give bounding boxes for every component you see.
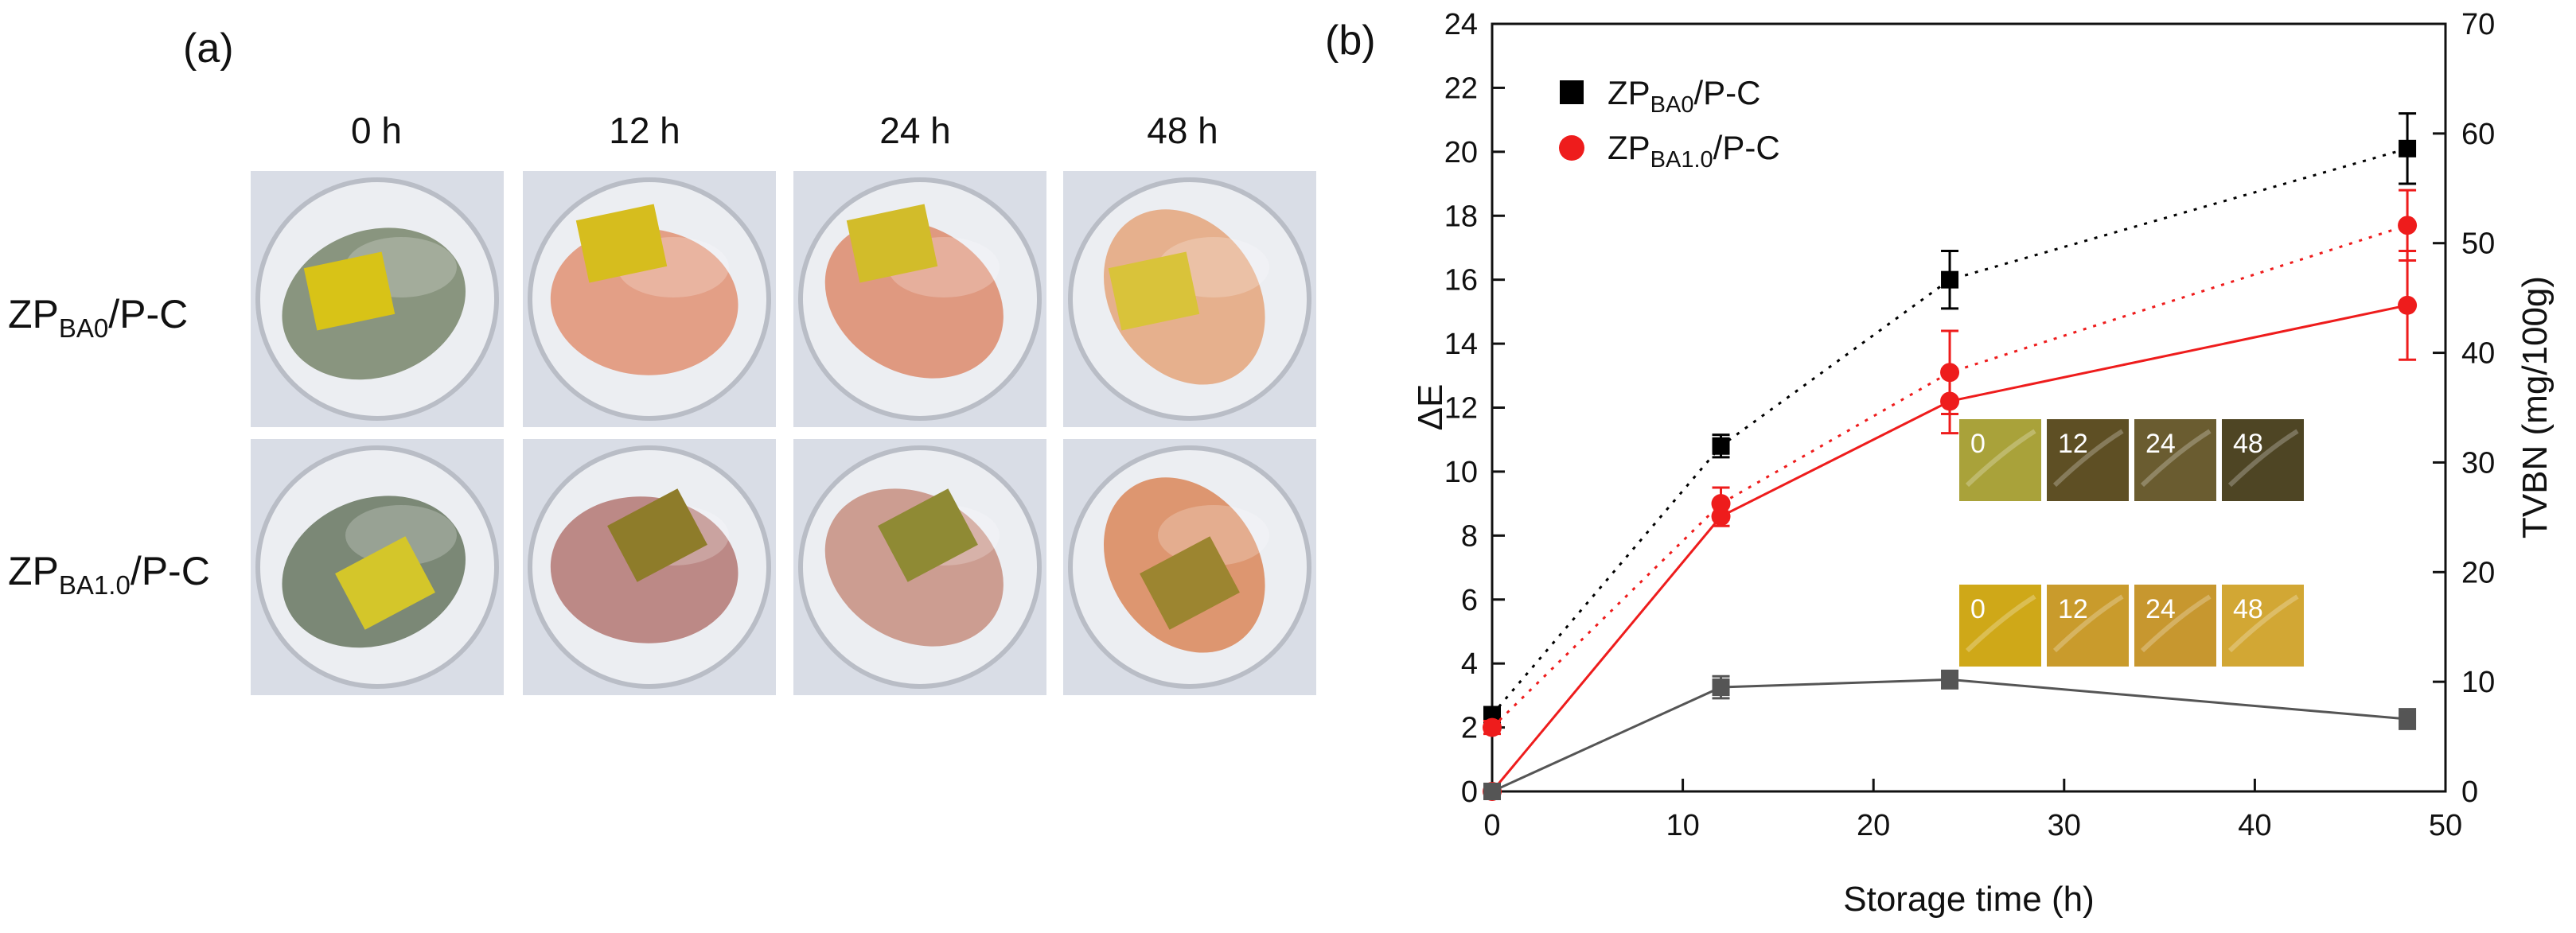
inset-swatch-r2-12 [2047, 585, 2129, 667]
series-3-point-3 [2399, 710, 2417, 729]
y2-tick-label-3: 30 [2461, 446, 2495, 480]
y-axis-label: ΔE [1411, 384, 1450, 431]
inset-label-r1-48: 48 [2233, 429, 2263, 459]
photo-r2-c3-indicator-film [878, 488, 978, 582]
photo-r2-c4-indicator-film [1140, 536, 1240, 630]
series-3-point-1 [1712, 678, 1730, 697]
photo-r1-c4-indicator-film [1108, 251, 1200, 331]
inset-texture-r1-24 [2140, 429, 2212, 488]
y2-tick-label-2: 20 [2461, 556, 2495, 589]
series-2-point-1 [1711, 507, 1731, 527]
series-0-line [1491, 147, 2408, 716]
series-3-point-2 [1941, 671, 1959, 689]
inset-swatch-r2-48 [2222, 585, 2304, 667]
inset-label-r1-24: 24 [2145, 429, 2176, 459]
inset-swatch-r1-48 [2222, 419, 2304, 501]
y-tick-label-11: 22 [1444, 72, 1478, 105]
legend-marker-circle [1559, 135, 1584, 161]
inset-texture-r1-0 [1965, 429, 2036, 488]
x-tick-label-1: 10 [1666, 809, 1699, 842]
y-tick-label-2: 4 [1461, 647, 1478, 681]
x-tick-label-2: 20 [1857, 809, 1890, 842]
y2-tick-label-7: 70 [2461, 8, 2495, 41]
y2-tick-label-4: 40 [2461, 337, 2495, 371]
x-tick-label-4: 40 [2238, 809, 2271, 842]
row-label-ba0: ZPBA0/P-C [8, 292, 188, 343]
photo-grid [251, 171, 1316, 695]
panel-a-label: (a) [183, 25, 234, 72]
inset-texture-r1-48 [2227, 429, 2299, 488]
y-tick-label-7: 14 [1444, 328, 1478, 361]
y-tick-label-9: 18 [1444, 200, 1478, 233]
column-label-12h: 12 h [609, 110, 680, 151]
inset-label-r2-48: 48 [2233, 594, 2263, 624]
inset-label-r1-12: 12 [2058, 429, 2088, 459]
series-0-point-2 [1941, 270, 1959, 289]
inset-label-r2-12: 12 [2058, 594, 2088, 624]
legend: ZPBA0/P-C ZPBA1.0/P-C [1559, 74, 1780, 173]
inset-texture-r1-12 [2052, 429, 2124, 488]
y-tick-label-1: 2 [1461, 712, 1478, 745]
inset-swatch-r2-24 [2134, 585, 2216, 667]
y-tick-label-4: 8 [1461, 519, 1478, 553]
data-series [1483, 112, 2418, 801]
photo-r1-c3-indicator-film [846, 204, 938, 283]
panel-b-label: (b) [1325, 17, 1376, 64]
x-tick-label-0: 0 [1483, 809, 1500, 842]
photo-r2-c1-indicator-film [335, 536, 435, 630]
y-tick-label-0: 0 [1461, 776, 1478, 809]
inset-label-r1-0: 0 [1970, 429, 1986, 459]
photo-r1-c2-indicator-film [575, 204, 668, 283]
column-label-24h: 24 h [879, 110, 951, 151]
photo-r1-c1-indicator-film [303, 251, 396, 331]
photo-r2-c1-glare [345, 505, 457, 566]
legend-entry-ba1: ZPBA1.0/P-C [1608, 129, 1780, 173]
inset-texture-r2-12 [2052, 594, 2124, 653]
series-3-point-0 [1483, 783, 1501, 800]
series-2-point-3 [2398, 295, 2418, 315]
y2-tick-label-5: 50 [2461, 227, 2495, 261]
inset-texture-r2-0 [1965, 594, 2036, 653]
series-1-point-0 [1483, 717, 1502, 737]
y2-tick-label-0: 0 [2461, 776, 2478, 809]
series-2-point-2 [1940, 391, 1960, 411]
inset-texture-r2-24 [2140, 594, 2212, 653]
panel-b: (b) 0 10 20 30 40 500246810121416182022240102… [1325, 8, 2555, 919]
x-axis-label: Storage time (h) [1843, 880, 2094, 919]
column-label-0h: 0 h [351, 110, 402, 151]
inset-swatch-r1-24 [2134, 419, 2216, 501]
inset-label-r2-24: 24 [2145, 594, 2176, 624]
legend-entry-ba0: ZPBA0/P-C [1608, 74, 1761, 118]
series-1-point-3 [2398, 216, 2418, 235]
y-tick-label-5: 10 [1444, 456, 1478, 489]
row-label-ba1: ZPBA1.0/P-C [8, 549, 210, 600]
y-tick-label-12: 24 [1444, 8, 1478, 41]
legend-marker-square [1560, 80, 1584, 104]
inset-swatch-r2-0 [1959, 585, 2041, 667]
inset-texture-r2-48 [2227, 594, 2299, 653]
y2-axis-label: TVBN (mg/100g) [2516, 276, 2555, 538]
series-3-line [1491, 678, 2408, 793]
column-label-48h: 48 h [1147, 110, 1218, 151]
axis-ticks: 0 10 20 30 40 5002468101214161820222401020304… [1444, 8, 2496, 842]
x-tick-label-5: 50 [2429, 809, 2462, 842]
photo-r2-c2-indicator-film [607, 488, 707, 582]
y-tick-label-10: 20 [1444, 136, 1478, 169]
inset-swatch-r1-0 [1959, 419, 2041, 501]
y2-tick-label-1: 10 [2461, 666, 2495, 699]
series-2-line [1491, 304, 2408, 792]
y-tick-label-8: 16 [1444, 264, 1478, 297]
y-tick-label-6: 12 [1444, 392, 1478, 426]
series-0-point-1 [1712, 437, 1730, 455]
inset-label-r2-0: 0 [1970, 594, 1986, 624]
inset-film-images: 0 12 24 48 0 12 24 48 [1959, 419, 2304, 667]
y2-tick-label-6: 60 [2461, 118, 2495, 151]
y-tick-label-3: 6 [1461, 584, 1478, 617]
x-tick-label-3: 30 [2048, 809, 2081, 842]
panel-a: (a) 0 h 12 h 24 h 48 h ZPBA0/P-C ZPBA1.0… [8, 25, 1316, 695]
inset-swatch-r1-12 [2047, 419, 2129, 501]
series-0-point-3 [2399, 139, 2417, 157]
